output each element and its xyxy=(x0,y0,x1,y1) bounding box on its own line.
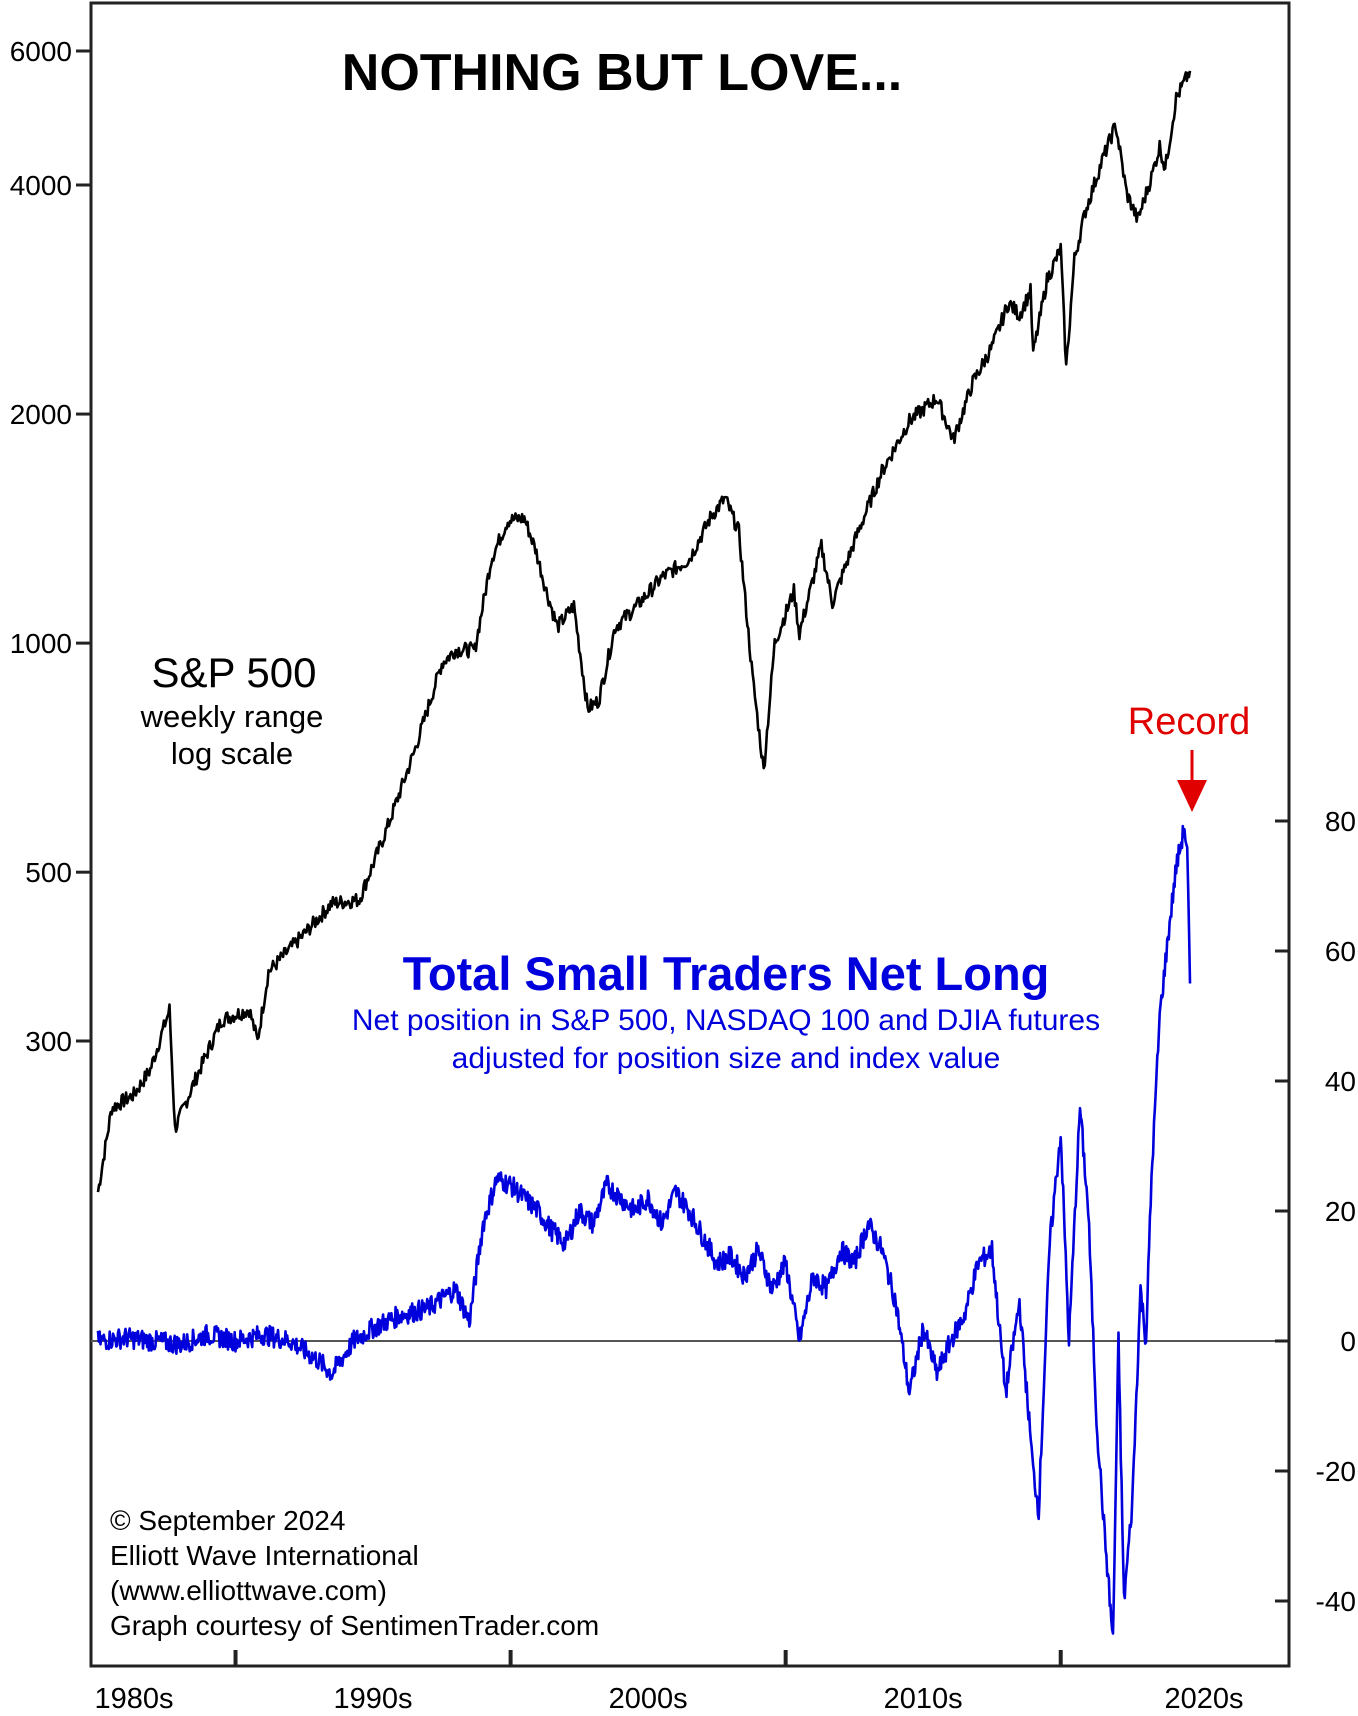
left-axis-tick-label: 1000 xyxy=(10,628,72,659)
plot-frame xyxy=(89,1,1291,1668)
sp500-sublabel-scale: log scale xyxy=(171,736,293,771)
small-traders-series-line xyxy=(96,824,1192,1635)
right-axis-tick-label: -40 xyxy=(1316,1586,1356,1617)
left-axis-tick-label: 4000 xyxy=(10,170,72,201)
right-axis-tick-label: 20 xyxy=(1325,1196,1356,1227)
record-annotation: Record xyxy=(1128,701,1251,743)
right-axis-tick-label: 80 xyxy=(1325,806,1356,837)
left-axis: 300 500 1000 2000 4000 6000 xyxy=(10,36,91,1057)
credit-publisher: Elliott Wave International xyxy=(110,1540,419,1571)
x-category-label: 2020s xyxy=(1164,1683,1243,1715)
x-category-label: 1980s xyxy=(94,1683,173,1715)
chart-title: NOTHING BUT LOVE... xyxy=(342,44,902,102)
left-axis-tick-label: 500 xyxy=(25,857,72,888)
x-category-label: 2010s xyxy=(884,1683,963,1715)
sp500-label: S&P 500 xyxy=(151,649,316,696)
small-traders-description-2: adjusted for position size and index val… xyxy=(452,1042,1001,1075)
record-arrow-head xyxy=(1177,780,1207,812)
credit-website: (www.elliottwave.com) xyxy=(110,1575,387,1606)
small-traders-description-1: Net position in S&P 500, NASDAQ 100 and … xyxy=(352,1004,1100,1037)
x-category-label: 2000s xyxy=(609,1683,688,1715)
credit-copyright: © September 2024 xyxy=(110,1505,345,1536)
right-axis-tick-label: -20 xyxy=(1316,1456,1356,1487)
sp500-series-line xyxy=(96,70,1192,1193)
left-axis-tick-label: 2000 xyxy=(10,399,72,430)
x-category-label: 1990s xyxy=(334,1683,413,1715)
right-axis: -40 -20 0 20 40 60 80 xyxy=(1275,806,1356,1617)
sp500-sublabel-range: weekly range xyxy=(140,699,324,734)
left-axis-tick-label: 300 xyxy=(25,1026,72,1057)
right-axis-tick-label: 0 xyxy=(1340,1326,1356,1357)
right-axis-tick-label: 60 xyxy=(1325,936,1356,967)
left-axis-tick-label: 6000 xyxy=(10,36,72,67)
credit-source: Graph courtesy of SentimenTrader.com xyxy=(110,1610,599,1641)
bottom-axis: 1980s 1990s 2000s 2010s 2020s xyxy=(94,1650,1244,1715)
small-traders-title: Total Small Traders Net Long xyxy=(403,947,1050,1000)
right-axis-tick-label: 40 xyxy=(1325,1066,1356,1097)
